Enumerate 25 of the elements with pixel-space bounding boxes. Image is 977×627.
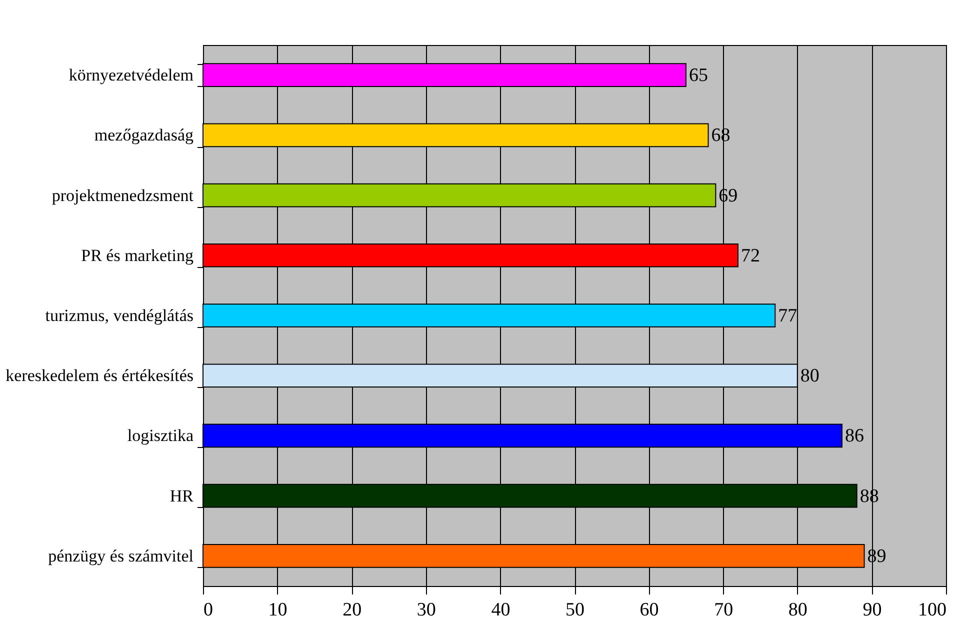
x-tick-label: 50 <box>566 600 584 620</box>
x-tick-label: 30 <box>416 600 436 620</box>
x-tick-label: 40 <box>491 600 510 620</box>
data-label: 72 <box>740 245 760 266</box>
x-tick-label: 70 <box>714 600 734 620</box>
y-tick-label: környezetvédelem <box>68 66 194 85</box>
x-tick-label: 60 <box>640 600 659 620</box>
y-tick-label: HR <box>170 486 194 506</box>
x-tick-label: 0 <box>204 600 213 620</box>
data-label: 86 <box>844 426 864 447</box>
x-tick-label: 100 <box>918 600 946 620</box>
y-tick-label: pénzügy és számvitel <box>48 546 194 566</box>
y-tick-label: kereskedelem és értékesítés <box>6 366 194 386</box>
data-label: 65 <box>688 65 708 86</box>
y-tick-label: PR és marketing <box>81 246 194 265</box>
x-tick-label: 10 <box>268 600 288 620</box>
data-label: 77 <box>778 306 798 326</box>
x-tick-label: 20 <box>342 600 362 620</box>
y-tick-label: projektmenedzsment <box>52 186 194 205</box>
y-tick-label: logisztika <box>127 426 194 446</box>
x-tick-label: 80 <box>788 600 808 620</box>
y-tick-label: turizmus, vendéglátás <box>45 306 194 325</box>
data-label: 80 <box>800 366 820 387</box>
y-tick-label: mezőgazdaság <box>94 126 194 145</box>
x-tick-label: 90 <box>862 600 882 620</box>
